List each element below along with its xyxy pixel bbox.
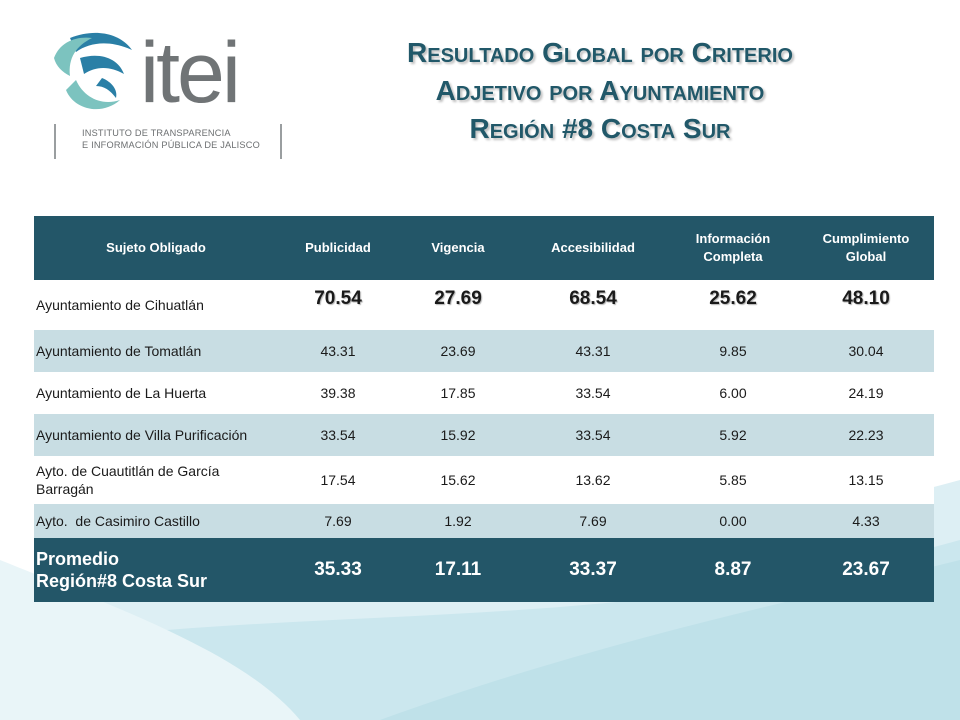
table-row: Ayuntamiento de La Huerta 39.38 17.85 33… [34,372,934,414]
cell-value: 48.10 [798,280,934,330]
table-row: Ayuntamiento de Tomatlán 43.31 23.69 43.… [34,330,934,372]
header-vigencia: Vigencia [398,216,518,280]
cell-value: 43.31 [518,330,668,372]
cell-value: 33.54 [518,414,668,456]
cell-value: 17.85 [398,372,518,414]
cell-value: 33.54 [278,414,398,456]
cell-value: 68.54 [518,280,668,330]
logo-caption-line2: E INFORMACIÓN PÚBLICA DE JALISCO [82,140,260,150]
table-row: Ayto. de Cuautitlán de García Barragán 1… [34,456,934,504]
table-header-row: Sujeto Obligado Publicidad Vigencia Acce… [34,216,934,280]
cell-value: 23.69 [398,330,518,372]
cell-value: 6.00 [668,372,798,414]
cell-value: 15.92 [398,414,518,456]
average-label-line2: Región#8 Costa Sur [36,571,208,591]
logo-caption-line1: INSTITUTO DE TRANSPARENCIA [82,128,231,138]
average-value: 35.33 [278,538,398,602]
average-value: 23.67 [798,538,934,602]
cell-value: 33.54 [518,372,668,414]
cell-value: 7.69 [278,504,398,538]
cell-value: 5.85 [668,456,798,504]
cell-value: 22.23 [798,414,934,456]
cell-value: 25.62 [668,280,798,330]
results-table: Sujeto Obligado Publicidad Vigencia Acce… [34,216,934,602]
row-name: Ayto. de Casimiro Castillo [34,504,278,538]
cell-value: 13.15 [798,456,934,504]
cell-value: 15.62 [398,456,518,504]
cell-value: 13.62 [518,456,668,504]
cell-value: 30.04 [798,330,934,372]
row-name: Ayuntamiento de La Huerta [34,372,278,414]
header-informacion-completa: Información Completa [668,216,798,280]
average-label-line1: Promedio [36,549,120,569]
results-table-wrap: Sujeto Obligado Publicidad Vigencia Acce… [34,216,934,602]
row-name: Ayuntamiento de Villa Purificación [34,414,278,456]
cell-value: 7.69 [518,504,668,538]
average-label: Promedio Región#8 Costa Sur [34,538,278,602]
average-value: 8.87 [668,538,798,602]
cell-value: 0.00 [668,504,798,538]
title-line3: Región #8 Costa Sur [469,113,731,144]
table-row: Ayuntamiento de Villa Purificación 33.54… [34,414,934,456]
cell-value: 5.92 [668,414,798,456]
logo-caption: INSTITUTO DE TRANSPARENCIA E INFORMACIÓN… [54,124,282,159]
logo-wordmark: itei [140,25,241,121]
cell-value: 27.69 [398,280,518,330]
row-name: Ayto. de Cuautitlán de García Barragán [34,456,278,504]
cell-value: 24.19 [798,372,934,414]
average-value: 17.11 [398,538,518,602]
row-name: Ayuntamiento de Tomatlán [34,330,278,372]
header-sujeto: Sujeto Obligado [34,216,278,280]
cell-value: 4.33 [798,504,934,538]
cell-value: 1.92 [398,504,518,538]
cell-value: 39.38 [278,372,398,414]
cell-value: 17.54 [278,456,398,504]
header-accesibilidad: Accesibilidad [518,216,668,280]
itei-logo: itei INSTITUTO DE TRANSPARENCIA E INFORM… [40,25,282,163]
page-title: Resultado Global por Criterio Adjetivo p… [300,34,900,148]
logo-swirl-icon [54,32,132,110]
header-publicidad: Publicidad [278,216,398,280]
cell-value: 9.85 [668,330,798,372]
cell-value: 43.31 [278,330,398,372]
average-value: 33.37 [518,538,668,602]
title-line2: Adjetivo por Ayuntamiento [435,75,765,106]
table-row: Ayto. de Casimiro Castillo 7.69 1.92 7.6… [34,504,934,538]
title-line1: Resultado Global por Criterio [407,37,793,68]
row-name: Ayuntamiento de Cihuatlán [34,280,278,330]
table-row: Ayuntamiento de Cihuatlán 70.54 27.69 68… [34,280,934,330]
cell-value: 70.54 [278,280,398,330]
average-row: Promedio Región#8 Costa Sur 35.33 17.11 … [34,538,934,602]
header-cumplimiento-global: Cumplimiento Global [798,216,934,280]
